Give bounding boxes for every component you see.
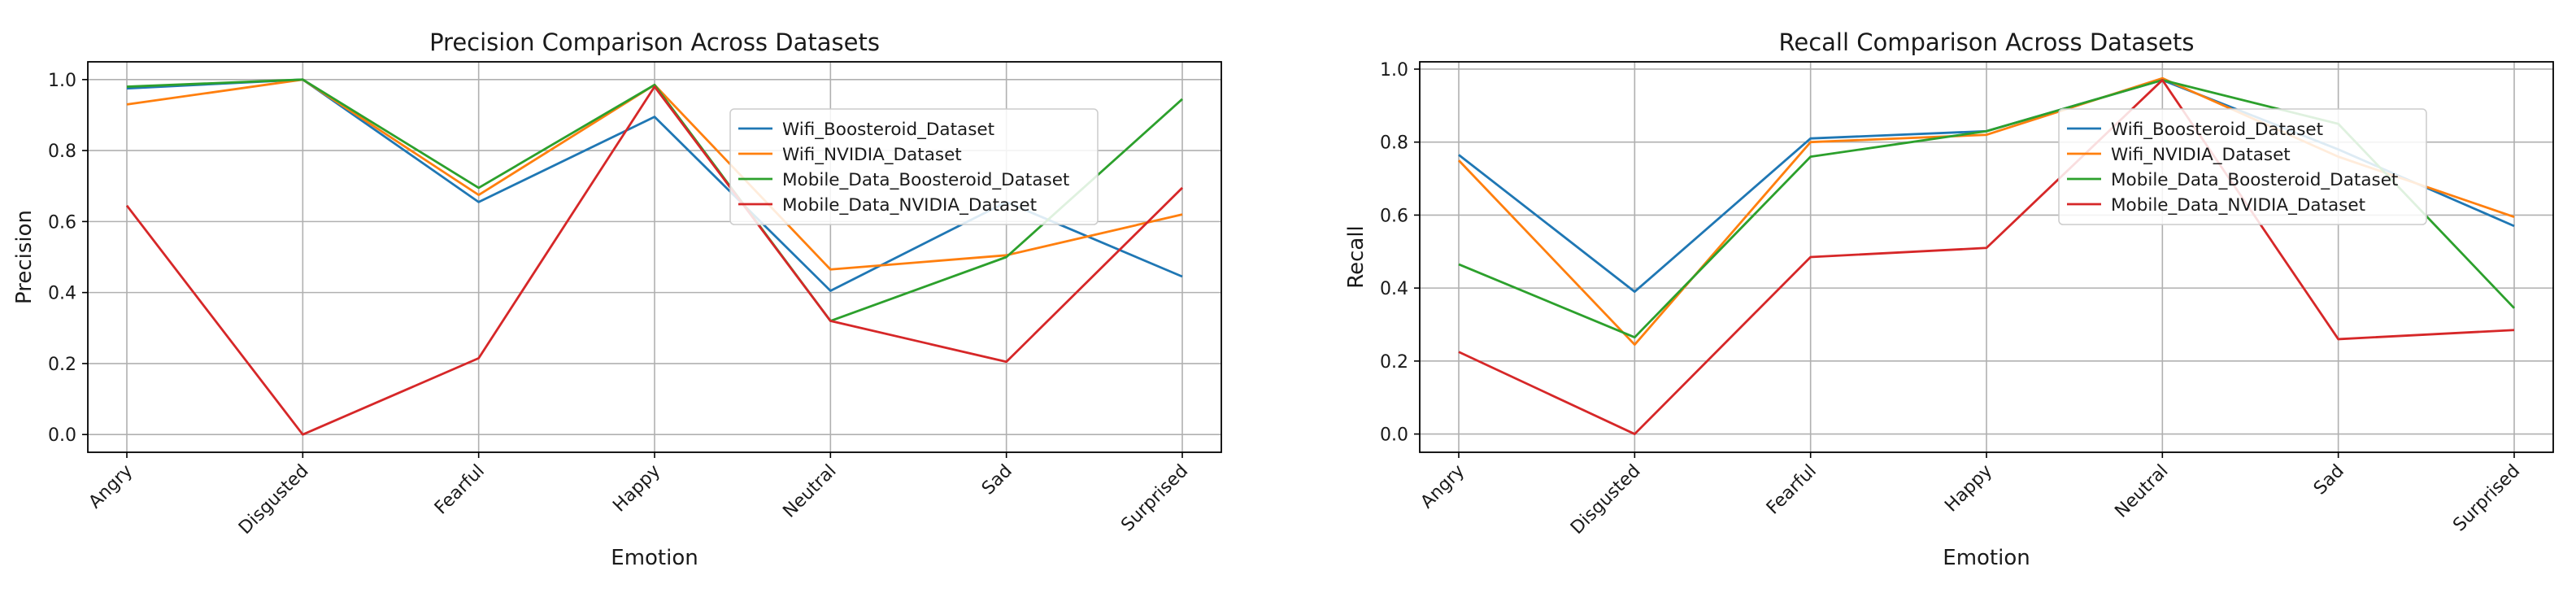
y-tick-label: 0.2 bbox=[1380, 352, 1408, 373]
y-tick-label: 0.6 bbox=[1380, 206, 1408, 226]
x-tick-label: Angry bbox=[85, 461, 137, 513]
y-axis-label: Recall bbox=[1344, 225, 1368, 289]
plot-frame bbox=[1419, 61, 2554, 453]
legend: Wifi_Boosteroid_Dataset Wifi_NVIDIA_Datas… bbox=[729, 108, 1099, 225]
y-tick-label: 1.0 bbox=[48, 71, 76, 91]
x-tick-label: Neutral bbox=[779, 461, 840, 522]
legend-entry: Mobile_Data_Boosteroid_Dataset bbox=[2111, 170, 2398, 190]
y-tick-label: 0.4 bbox=[1380, 279, 1408, 299]
legend-entry: Wifi_Boosteroid_Dataset bbox=[782, 120, 994, 140]
chart-recall: 0.0 0.2 0.4 0.6 0.8 1.0 Angry Disgusted Fearful H… bbox=[1344, 28, 2554, 570]
x-tick-label: Sad bbox=[2310, 461, 2348, 499]
y-tick-label: 0.8 bbox=[48, 142, 76, 162]
y-tick-label: 1.0 bbox=[1380, 60, 1408, 81]
legend-entry: Wifi_NVIDIA_Dataset bbox=[782, 145, 962, 165]
legend-box bbox=[729, 108, 1099, 225]
legend-entry: Mobile_Data_Boosteroid_Dataset bbox=[782, 170, 1069, 190]
x-tick-label: Neutral bbox=[2111, 461, 2172, 522]
y-tick-label: 0.0 bbox=[1380, 425, 1408, 446]
x-tick-label: Fearful bbox=[431, 461, 489, 519]
legend-box bbox=[2058, 108, 2427, 225]
y-tick-label: 0.4 bbox=[48, 284, 76, 304]
x-tick-label: Surprised bbox=[2449, 461, 2524, 536]
legend-entry: Wifi_NVIDIA_Dataset bbox=[2111, 145, 2291, 165]
x-axis-label: Emotion bbox=[611, 546, 698, 570]
legend-entry: Mobile_Data_NVIDIA_Dataset bbox=[2111, 195, 2365, 216]
y-tick-label: 0.6 bbox=[48, 212, 76, 233]
series-line bbox=[125, 85, 1183, 436]
legend-entry: Wifi_Boosteroid_Dataset bbox=[2111, 120, 2323, 140]
y-tick-label: 0.0 bbox=[48, 425, 76, 446]
chart-title: Precision Comparison Across Datasets bbox=[429, 28, 880, 56]
x-tick-label: Surprised bbox=[1117, 461, 1192, 536]
x-tick-label: Sad bbox=[978, 461, 1016, 499]
legend-entry: Mobile_Data_NVIDIA_Dataset bbox=[782, 195, 1037, 216]
y-tick-label: 0.2 bbox=[48, 355, 76, 375]
x-axis-label: Emotion bbox=[1943, 546, 2030, 570]
x-tick-label: Disgusted bbox=[235, 461, 312, 538]
x-tick-label: Happy bbox=[609, 461, 664, 517]
chart-title: Recall Comparison Across Datasets bbox=[1779, 28, 2195, 56]
x-tick-label: Disgusted bbox=[1567, 461, 1644, 538]
y-tick-label: 0.8 bbox=[1380, 133, 1408, 154]
x-tick-label: Fearful bbox=[1763, 461, 1821, 519]
series-line bbox=[126, 78, 1183, 322]
chart-precision: 0.0 0.2 0.4 0.6 0.8 1.0 Angry Disgusted Fearful H… bbox=[12, 28, 1222, 570]
y-axis-label: Precision bbox=[12, 210, 37, 304]
plot-frame bbox=[87, 61, 1222, 453]
x-tick-label: Angry bbox=[1417, 461, 1469, 513]
x-tick-label: Happy bbox=[1941, 461, 1996, 517]
series-line bbox=[1458, 79, 2515, 435]
legend: Wifi_Boosteroid_Dataset Wifi_NVIDIA_Datas… bbox=[2058, 108, 2427, 225]
